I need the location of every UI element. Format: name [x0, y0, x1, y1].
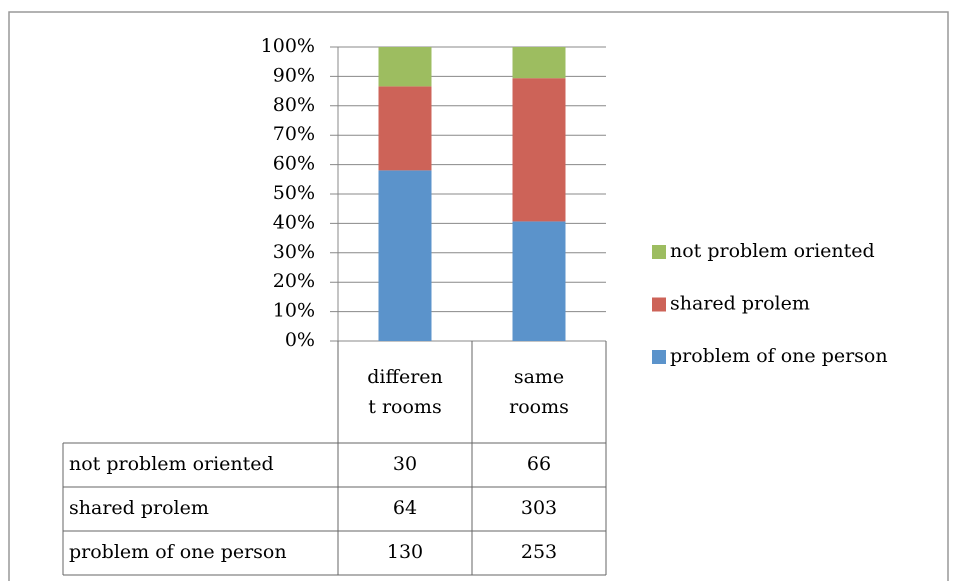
y-tick-label: 50% [273, 182, 315, 204]
bar-segment [378, 47, 432, 87]
y-tick-label: 10% [273, 300, 315, 322]
bar-segment [378, 170, 432, 341]
y-tick-label: 40% [273, 211, 315, 233]
y-tick-label: 70% [273, 123, 315, 145]
table-row-label: shared prolem [69, 497, 209, 519]
bar-segment [512, 78, 566, 222]
x-tick-label: same rooms [509, 366, 569, 418]
table-cell: 64 [393, 497, 417, 519]
bar-segment [512, 47, 566, 79]
table-cell: 130 [387, 541, 423, 563]
table-row-label: not problem oriented [69, 453, 274, 475]
legend-swatch [652, 297, 666, 312]
y-tick-label: 80% [273, 94, 315, 116]
frame [8, 11, 949, 581]
table-cell: 253 [521, 541, 557, 563]
table-cell: 66 [527, 453, 551, 475]
legend-label: not problem oriented [670, 240, 875, 262]
x-tick-label: different rooms [367, 366, 443, 418]
table-cell: 303 [521, 497, 557, 519]
y-tick-label: 20% [273, 270, 315, 292]
legend-swatch [652, 350, 666, 364]
legend-label: shared prolem [670, 293, 810, 315]
legend-label: problem of one person [670, 345, 888, 367]
table-row-label: problem of one person [69, 541, 287, 563]
y-tick-label: 30% [273, 241, 315, 263]
table-cell: 30 [393, 453, 417, 475]
legend-swatch [652, 245, 666, 259]
y-tick-label: 100% [261, 35, 315, 57]
bar-segment [512, 221, 566, 341]
bar-segment [378, 86, 432, 171]
y-tick-label: 0% [285, 329, 315, 351]
y-tick-label: 90% [273, 64, 315, 86]
y-tick-label: 60% [273, 153, 315, 175]
